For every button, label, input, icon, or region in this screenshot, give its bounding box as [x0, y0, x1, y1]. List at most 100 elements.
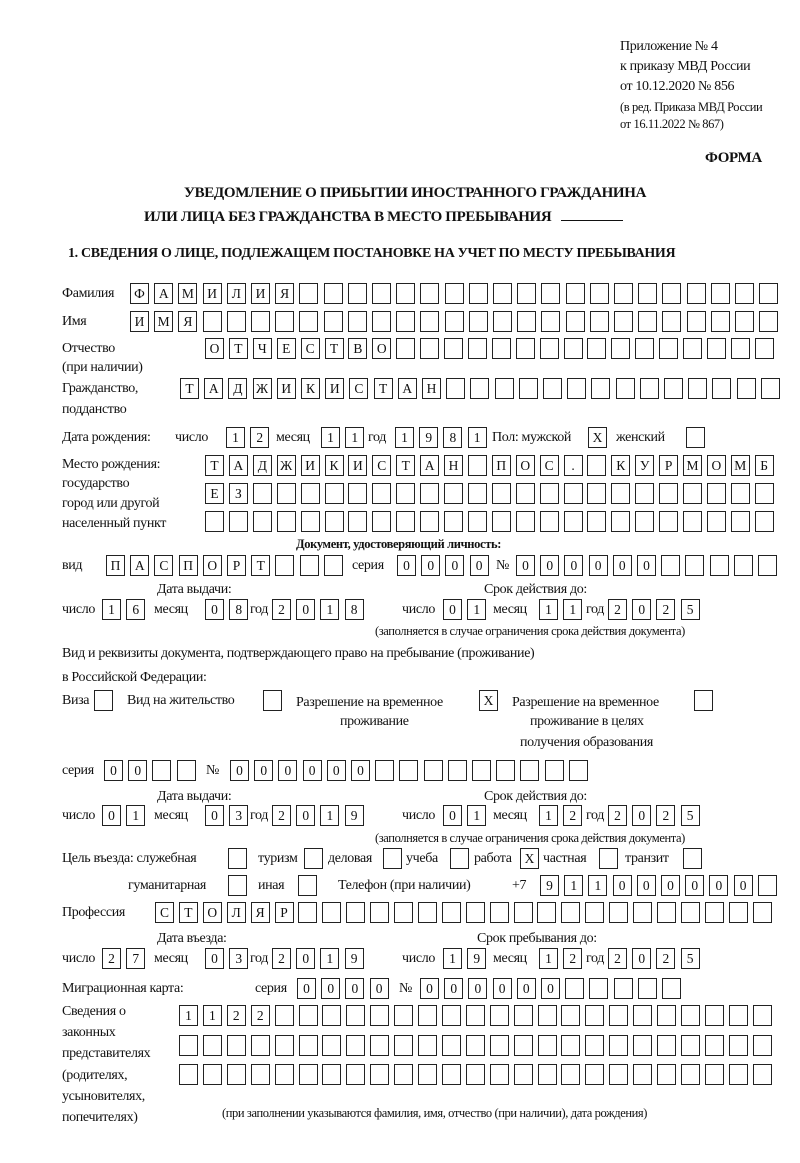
cell-id-issue-year[interactable]: 8 — [344, 599, 364, 620]
cell-id-kind[interactable] — [299, 555, 319, 576]
cell-birth-place-1[interactable]: Т — [205, 455, 224, 476]
cell-birth-place-2[interactable] — [730, 483, 750, 504]
cell-phone[interactable]: 9 — [540, 875, 559, 896]
cell-birth-place-2[interactable] — [659, 483, 679, 504]
cell-profession[interactable] — [680, 902, 700, 923]
cell-id-number[interactable] — [685, 555, 705, 576]
cell-reps-3[interactable] — [322, 1064, 342, 1085]
cell-reps-1[interactable]: 2 — [226, 1005, 246, 1026]
cell-entry-month[interactable]: 3 — [229, 948, 249, 969]
cell-birth-place-2[interactable] — [754, 483, 774, 504]
cell-res-series[interactable]: 0 — [128, 760, 148, 781]
cell-citizenship[interactable]: Д — [228, 378, 248, 399]
cell-name[interactable] — [396, 311, 416, 332]
cell-stay-year[interactable]: 2 — [656, 948, 676, 969]
cell-profession[interactable] — [489, 902, 509, 923]
cell-reps-3[interactable] — [513, 1064, 533, 1085]
cell-profession[interactable] — [537, 902, 557, 923]
cell-surname[interactable] — [662, 283, 682, 304]
cell-reps-1[interactable] — [346, 1005, 366, 1026]
cell-surname[interactable] — [396, 283, 416, 304]
cell-mig-number[interactable]: 0 — [468, 978, 488, 999]
cell-citizenship[interactable] — [591, 378, 611, 399]
cell-birth-place-3[interactable] — [420, 511, 440, 532]
cell-citizenship[interactable] — [518, 378, 538, 399]
cell-reps-2[interactable] — [585, 1035, 605, 1056]
cell-profession[interactable] — [513, 902, 533, 923]
cell-name[interactable] — [565, 311, 585, 332]
cell-res-valid-month[interactable]: 2 — [563, 805, 583, 826]
cell-patronymic[interactable] — [491, 338, 511, 359]
cell-name[interactable] — [614, 311, 633, 332]
cell-birth-place-2[interactable] — [683, 483, 702, 504]
cell-birth-year[interactable]: 1 — [467, 427, 487, 448]
cell-res-valid-day[interactable]: 1 — [467, 805, 487, 826]
cell-phone[interactable]: 0 — [709, 875, 729, 896]
cell-birth-place-2[interactable]: З — [228, 483, 248, 504]
cell-citizenship[interactable] — [688, 378, 708, 399]
cell-birth-place-3[interactable] — [348, 511, 368, 532]
cell-birth-place-1[interactable]: Н — [444, 455, 463, 476]
cell-reps-2[interactable] — [418, 1035, 437, 1056]
cell-id-number[interactable]: 0 — [564, 555, 584, 576]
cell-phone[interactable]: 0 — [636, 875, 656, 896]
cell-birth-place-3[interactable] — [683, 511, 702, 532]
cell-reps-2[interactable] — [704, 1035, 724, 1056]
cell-id-valid-year[interactable]: 2 — [656, 599, 676, 620]
cell-birth-year[interactable]: 8 — [443, 427, 463, 448]
cell-birth-place-1[interactable]: И — [300, 455, 320, 476]
checkbox-purpose-other[interactable] — [298, 875, 317, 896]
cell-id-issue-day[interactable]: 1 — [102, 599, 121, 620]
checkbox-purpose-tourism[interactable] — [304, 848, 323, 869]
cell-reps-1[interactable]: 2 — [250, 1005, 270, 1026]
cell-reps-2[interactable] — [657, 1035, 676, 1056]
cell-entry-year[interactable]: 2 — [272, 948, 291, 969]
cell-birth-year[interactable]: 1 — [395, 427, 414, 448]
cell-id-number[interactable] — [758, 555, 777, 576]
cell-patronymic[interactable]: Т — [324, 338, 344, 359]
cell-id-issue-month[interactable]: 0 — [205, 599, 224, 620]
cell-birth-place-3[interactable] — [396, 511, 416, 532]
cell-reps-2[interactable] — [752, 1035, 772, 1056]
cell-phone[interactable] — [757, 875, 777, 896]
cell-citizenship[interactable]: К — [301, 378, 320, 399]
cell-reps-2[interactable] — [680, 1035, 700, 1056]
cell-reps-1[interactable] — [561, 1005, 581, 1026]
cell-birth-place-2[interactable] — [420, 483, 440, 504]
cell-profession[interactable] — [346, 902, 366, 923]
cell-mig-number[interactable] — [565, 978, 585, 999]
cell-reps-2[interactable] — [298, 1035, 318, 1056]
cell-reps-2[interactable] — [441, 1035, 461, 1056]
cell-reps-2[interactable] — [322, 1035, 342, 1056]
cell-reps-3[interactable] — [489, 1064, 509, 1085]
cell-entry-month[interactable]: 0 — [205, 948, 224, 969]
cell-res-valid-year[interactable]: 2 — [656, 805, 676, 826]
cell-reps-3[interactable] — [704, 1064, 724, 1085]
cell-birth-day[interactable]: 2 — [250, 427, 270, 448]
cell-name[interactable] — [468, 311, 488, 332]
cell-profession[interactable]: Р — [274, 902, 294, 923]
cell-surname[interactable] — [299, 283, 319, 304]
cell-name[interactable] — [372, 311, 391, 332]
cell-reps-1[interactable] — [609, 1005, 629, 1026]
cell-patronymic[interactable] — [635, 338, 655, 359]
cell-mig-number[interactable] — [613, 978, 633, 999]
cell-reps-3[interactable] — [609, 1064, 629, 1085]
cell-name[interactable] — [323, 311, 343, 332]
cell-profession[interactable] — [609, 902, 629, 923]
cell-reps-3[interactable] — [346, 1064, 366, 1085]
cell-reps-2[interactable] — [394, 1035, 414, 1056]
cell-profession[interactable] — [728, 902, 748, 923]
cell-id-kind[interactable]: Р — [227, 555, 246, 576]
cell-reps-3[interactable] — [441, 1064, 461, 1085]
checkbox-purpose-business[interactable] — [383, 848, 402, 869]
cell-profession[interactable] — [561, 902, 581, 923]
cell-birth-place-1[interactable]: С — [372, 455, 392, 476]
cell-birth-place-2[interactable] — [587, 483, 607, 504]
cell-citizenship[interactable]: А — [204, 378, 224, 399]
cell-res-issue-day[interactable]: 1 — [126, 805, 146, 826]
cell-surname[interactable]: Л — [226, 283, 246, 304]
cell-id-number[interactable] — [709, 555, 729, 576]
cell-reps-2[interactable] — [728, 1035, 748, 1056]
cell-res-valid-month[interactable]: 1 — [539, 805, 558, 826]
